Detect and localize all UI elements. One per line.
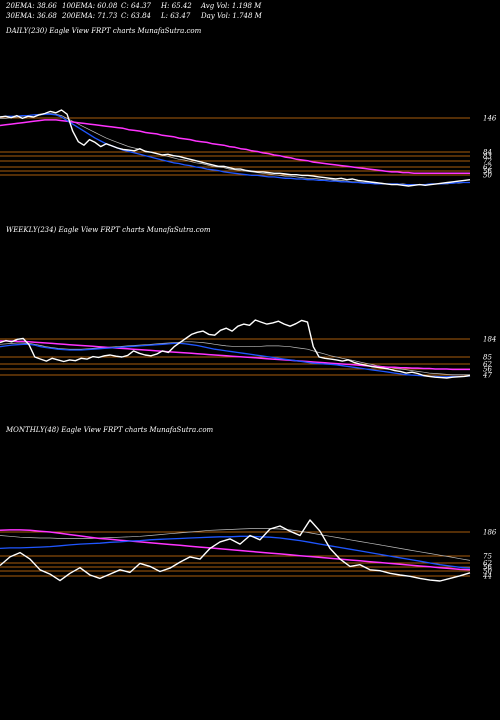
daily-chart-title: DAILY(230) Eagle View FRPT charts Munafa… — [6, 27, 202, 35]
monthly-price-line — [0, 519, 471, 582]
high-label: H: 65.42 — [161, 2, 192, 10]
ema20-label: 20EMA: 38.66 — [6, 2, 57, 10]
daily-level-label: 84 — [483, 149, 492, 157]
monthly-level-label: 50 — [483, 568, 492, 576]
monthly-ema-blue-line — [0, 535, 471, 569]
monthly-level-label: 186 — [483, 529, 497, 537]
daily-level-label: 56 — [483, 168, 492, 176]
monthly-level-label: 56 — [483, 564, 492, 572]
weekly-level-label: 184 — [483, 336, 496, 344]
weekly-level-label: 47 — [482, 372, 492, 380]
ema100-label: 100EMA: 60.08 — [62, 2, 118, 10]
monthly-level-label: 44 — [482, 573, 492, 581]
daily-ema-magenta-line — [0, 119, 470, 175]
weekly-ema-blue-line — [0, 342, 471, 378]
monthly-ema-gray-line — [0, 528, 471, 561]
monthly-chart-title: MONTHLY(48) Eagle View FRPT charts Munaf… — [6, 426, 214, 434]
weekly-ema-magenta-line — [0, 340, 470, 371]
weekly-ema-gray-line — [0, 341, 470, 376]
ema200-label: 200EMA: 71.73 — [62, 12, 118, 20]
daily-level-label: 62 — [483, 164, 492, 172]
weekly-chart-title: WEEKLY(234) Eagle View FRPT charts Munaf… — [6, 226, 211, 234]
daily-level-label: 146 — [483, 115, 497, 123]
daily-level-label: 72 — [483, 158, 492, 166]
weekly-level-label: 62 — [483, 361, 492, 369]
daily-level-label: 83 — [483, 153, 492, 161]
monthly-level-label: 62 — [483, 560, 492, 568]
monthly-ema-magenta-line — [0, 529, 471, 571]
weekly-level-label: 85 — [483, 354, 492, 362]
avg-vol-label: Avg Vol: 1.198 M — [201, 2, 262, 10]
ema30-label: 30EMA: 36.68 — [6, 12, 57, 20]
daily-price-line — [0, 109, 471, 187]
daily-level-label: 50 — [483, 172, 492, 180]
close-label: C: 64.37 — [121, 2, 151, 10]
monthly-level-label: 75 — [483, 553, 492, 561]
weekly-price-line — [0, 319, 471, 379]
close-label-2: C: 63.84 — [121, 12, 151, 20]
low-label: L: 63.47 — [161, 12, 191, 20]
day-vol-label: Day Vol: 1.748 M — [201, 12, 262, 20]
weekly-level-label: 56 — [483, 366, 492, 374]
